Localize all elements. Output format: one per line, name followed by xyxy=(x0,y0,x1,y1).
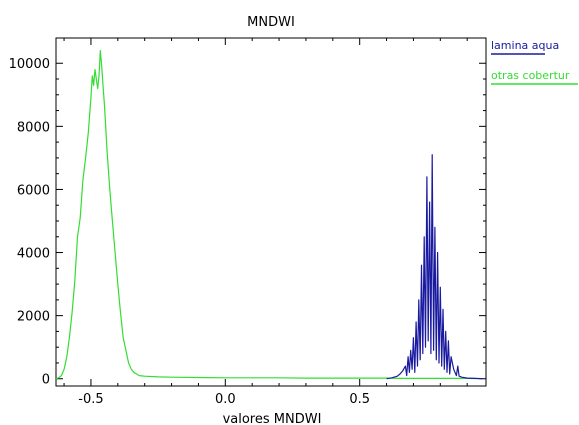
chart-title: MNDWI xyxy=(247,15,295,30)
plot-frame xyxy=(55,37,487,387)
x-axis-label: valores MNDWI xyxy=(223,412,322,425)
y-tick-label: 6000 xyxy=(17,183,50,198)
series-line-lamina-aqua xyxy=(386,154,484,380)
y-tick-label: 10000 xyxy=(9,57,50,72)
legend-label-otras-cobertur: otras cobertur xyxy=(491,69,570,82)
y-tick-label: 0 xyxy=(42,373,50,388)
y-tick-label: 8000 xyxy=(17,120,50,135)
legend-label-lamina-aqua: lamina aqua xyxy=(491,39,559,52)
y-tick-label: 4000 xyxy=(17,247,50,262)
x-tick-label: 0.0 xyxy=(215,392,236,407)
series-line-otras-cobertur xyxy=(55,49,481,380)
x-tick-label: -0.5 xyxy=(78,392,103,407)
x-tick-label: 0.5 xyxy=(349,392,370,407)
legend: lamina aqua otras cobertur xyxy=(491,39,578,85)
y-tick-label: 2000 xyxy=(17,310,50,325)
plot-area: 0 2000 4000 6000 8000 10000 -0.5 0.0 0.5 xyxy=(9,37,487,407)
